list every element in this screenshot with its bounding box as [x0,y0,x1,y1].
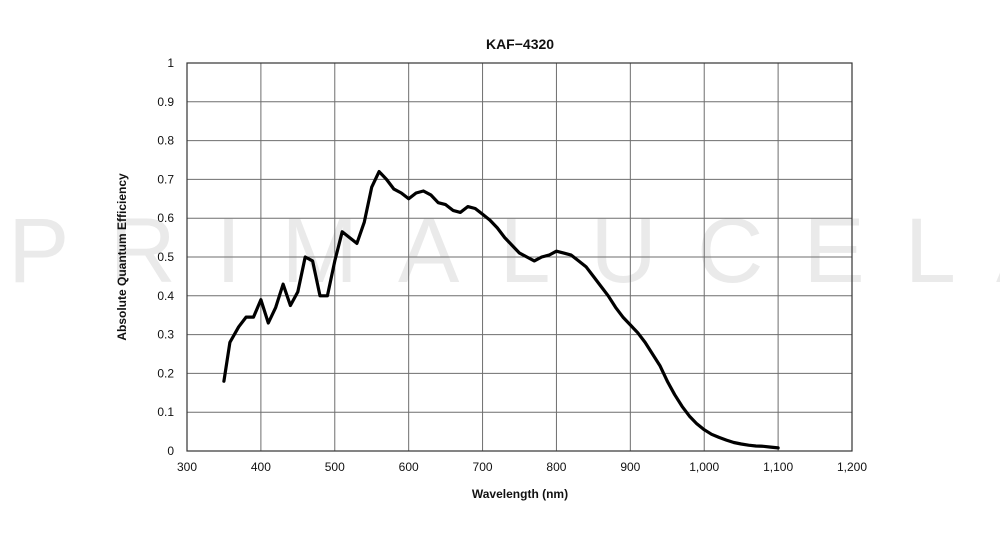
chart-title: KAF−4320 [486,36,554,52]
x-tick-label: 1,200 [837,460,867,474]
x-tick-label: 700 [473,460,493,474]
x-tick-label: 800 [546,460,566,474]
grid [186,62,853,452]
y-tick-label: 0.7 [157,172,174,186]
plot-frame [186,62,853,452]
y-ticks: 0 0.1 0.2 0.3 0.4 0.5 0.6 0.7 0.8 0.9 1 [157,56,174,458]
x-tick-label: 600 [399,460,419,474]
x-ticks: 300 400 500 600 700 800 900 1,000 1,100 1,200 [177,460,867,474]
y-tick-label: 0.1 [157,405,174,419]
y-tick-label: 0 [167,444,174,458]
y-tick-label: 0.9 [157,95,174,109]
x-tick-label: 500 [325,460,345,474]
y-tick-label: 0.5 [157,250,174,264]
x-tick-label: 400 [251,460,271,474]
y-tick-label: 0.3 [157,328,174,342]
watermark: PRIMALUCELAB [8,200,1000,302]
x-axis-label: Wavelength (nm) [472,487,568,501]
y-tick-label: 0.8 [157,134,174,148]
x-tick-label: 300 [177,460,197,474]
qe-curve [222,170,780,450]
y-tick-label: 0.4 [157,289,174,303]
x-tick-label: 900 [620,460,640,474]
y-axis-label: Absolute Quantum Efficiency [115,173,129,341]
y-tick-label: 1 [167,56,174,70]
x-tick-label: 1,000 [689,460,719,474]
y-tick-label: 0.6 [157,211,174,225]
y-tick-label: 0.2 [157,366,174,380]
x-tick-label: 1,100 [763,460,793,474]
